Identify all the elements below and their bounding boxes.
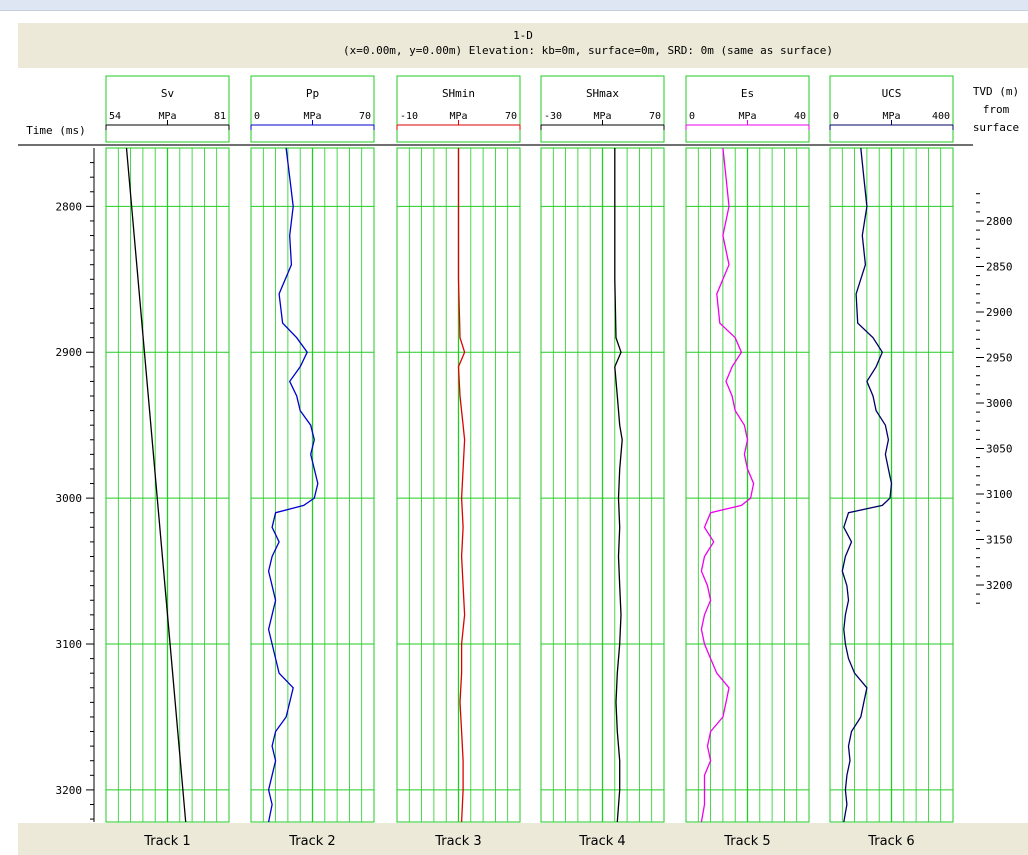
scale-unit-label: MPa	[449, 111, 467, 122]
scale-unit-label: MPa	[593, 111, 611, 122]
track-2	[250, 75, 375, 823]
track-footer-label: Track 5	[723, 834, 770, 849]
scale-min-label: 0	[689, 111, 695, 122]
time-axis-label: Time (ms)	[26, 124, 86, 137]
track-header-box	[250, 75, 375, 143]
tvd-axis-label: surface	[973, 121, 1019, 134]
well-name: 1-D	[513, 29, 533, 42]
scale-max-label: 40	[794, 111, 806, 122]
track-footer-label: Track 1	[143, 834, 190, 849]
tvd-axis-label: from	[983, 103, 1010, 116]
track-5	[685, 75, 810, 823]
tvd-tick-label: 2900	[986, 306, 1013, 319]
tvd-axis-label: TVD (m)	[973, 85, 1019, 98]
curve-pp	[267, 147, 319, 823]
track-6	[829, 75, 954, 823]
track-footer-label: Track 2	[288, 834, 335, 849]
curve-name: UCS	[882, 87, 902, 100]
well-location-info: (x=0.00m, y=0.00m) Elevation: kb=0m, sur…	[342, 44, 834, 57]
track-header-box	[685, 75, 810, 143]
scale-max-label: 70	[649, 111, 661, 122]
curve-ucs	[841, 147, 893, 823]
scale-unit-label: MPa	[303, 111, 321, 122]
scale-unit-label: MPa	[882, 111, 900, 122]
scale-min-label: -10	[400, 111, 418, 122]
tvd-tick-label: 3050	[986, 443, 1013, 456]
curve-name: Sv	[161, 87, 175, 100]
track-footer-label: Track 6	[867, 834, 914, 849]
scale-max-label: 70	[505, 111, 517, 122]
scale-unit-label: MPa	[738, 111, 756, 122]
tvd-tick-label: 3200	[986, 579, 1013, 592]
window-top-bar	[0, 0, 1028, 11]
scale-max-label: 70	[359, 111, 371, 122]
scale-max-label: 400	[932, 111, 950, 122]
time-tick-label: 2900	[56, 346, 83, 359]
tvd-tick-label: 2950	[986, 352, 1013, 365]
tvd-tick-label: 2800	[986, 215, 1013, 228]
curve-name: SHmin	[442, 87, 475, 100]
scale-min-label: 0	[254, 111, 260, 122]
curve-name: SHmax	[586, 87, 619, 100]
track-4	[540, 75, 665, 823]
track-footer-band	[18, 823, 1028, 855]
tvd-tick-label: 3000	[986, 397, 1013, 410]
time-tick-label: 2800	[56, 200, 83, 213]
scale-min-label: 0	[833, 111, 839, 122]
tvd-tick-label: 2850	[986, 261, 1013, 274]
track-header-box	[396, 75, 521, 143]
track-header-box	[105, 75, 230, 143]
track-3	[396, 75, 521, 823]
track-header-box	[540, 75, 665, 143]
tvd-tick-label: 3100	[986, 488, 1013, 501]
time-tick-label: 3000	[56, 492, 83, 505]
track-footer-label: Track 3	[434, 834, 481, 849]
curve-shmax	[614, 148, 623, 823]
plot-title-bar: 1-D (x=0.00m, y=0.00m) Elevation: kb=0m,…	[18, 23, 1028, 68]
curve-sv	[125, 147, 187, 823]
track-header-band	[18, 68, 1028, 144]
curve-es	[700, 147, 755, 823]
curve-name: Pp	[306, 87, 319, 100]
track-footer-label: Track 4	[578, 834, 625, 849]
time-tick-label: 3200	[56, 784, 83, 797]
curve-name: Es	[741, 87, 754, 100]
track-header-box	[829, 75, 954, 143]
scale-min-label: 54	[109, 111, 121, 122]
tvd-tick-label: 3150	[986, 534, 1013, 547]
scale-min-label: -30	[544, 111, 562, 122]
scale-unit-label: MPa	[158, 111, 176, 122]
scale-max-label: 81	[214, 111, 226, 122]
time-tick-label: 3100	[56, 638, 83, 651]
track-1	[105, 75, 230, 823]
header-separator	[18, 144, 973, 146]
curve-shmin	[457, 148, 466, 823]
